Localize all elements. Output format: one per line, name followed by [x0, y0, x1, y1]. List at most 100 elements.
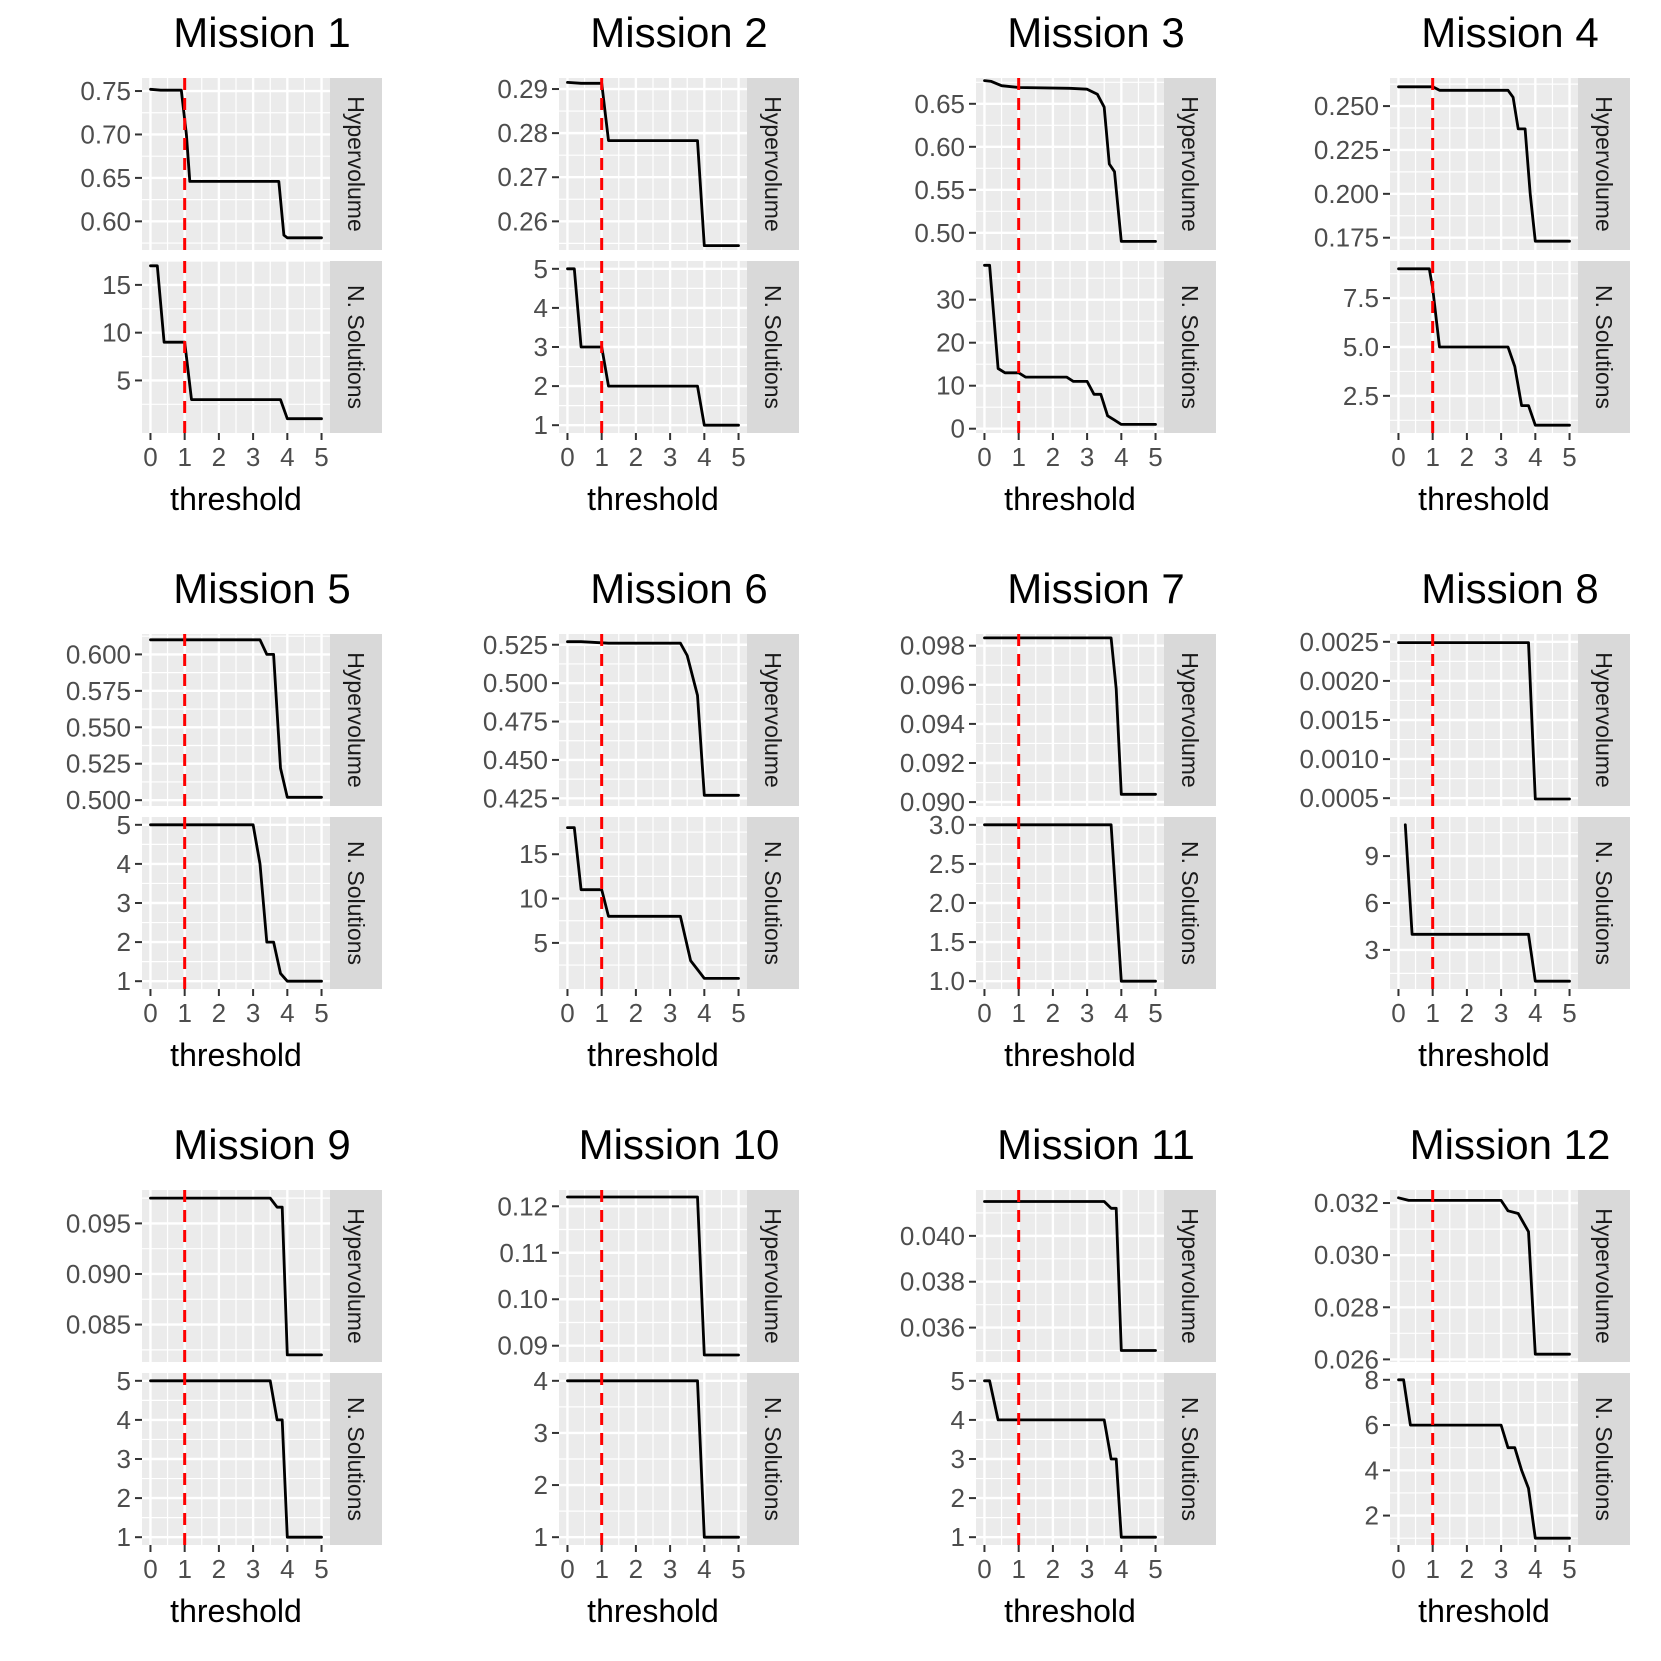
facet-panel-hypervolume: 0.60 0.65 0.70 0.75 Hypervolume [80, 76, 382, 250]
facet-strip-label: Hypervolume [1591, 1208, 1617, 1344]
y-tick-label: 1 [117, 966, 131, 996]
y-tick-label: 0.0025 [1299, 627, 1379, 657]
facet-strip [747, 817, 799, 989]
y-tick-label: 0.0015 [1299, 705, 1379, 735]
y-tick-label: 20 [936, 328, 965, 358]
facet-strip-label: Hypervolume [1591, 96, 1617, 232]
x-tick-label: 0 [1391, 442, 1405, 472]
facet-strip-label: N. Solutions [1591, 285, 1617, 409]
series-line-hypervolume [149, 638, 323, 799]
y-tick-label: 0.500 [483, 668, 548, 698]
series-line-hypervolume [149, 87, 323, 240]
x-tick-label: 4 [697, 1554, 711, 1584]
facet-panel-hypervolume: 0.090 0.092 0.094 0.096 0.098 Hypervolume [900, 631, 1216, 817]
x-axis-title: threshold [170, 1037, 302, 1073]
x-axis-title: threshold [587, 1037, 719, 1073]
y-tick-label: 5 [117, 365, 131, 395]
facet-strip [1578, 634, 1630, 806]
chart-title: Mission 5 [173, 565, 350, 612]
facet-strip [1164, 634, 1216, 806]
facet-panel-hypervolume: 0.085 0.090 0.095 Hypervolume [66, 1190, 382, 1362]
y-tick-label: 6 [1365, 888, 1379, 918]
x-tick-label: 2 [629, 442, 643, 472]
y-tick-label: 15 [519, 839, 548, 869]
chart-title: Mission 7 [1007, 565, 1184, 612]
y-tick-label: 0.096 [900, 670, 965, 700]
x-tick-label: 1 [594, 1554, 608, 1584]
facet-strip [330, 634, 382, 806]
x-tick-label: 1 [594, 442, 608, 472]
x-tick-label: 1 [1011, 1554, 1025, 1584]
y-tick-label: 10 [102, 318, 131, 348]
x-axis-title: threshold [1004, 1593, 1136, 1629]
y-tick-label: 5 [117, 1366, 131, 1396]
facet-strip-label: N. Solutions [1177, 1397, 1203, 1521]
y-tick-label: 0.27 [497, 162, 548, 192]
y-tick-label: 2 [117, 1483, 131, 1513]
facet-strip-label: N. Solutions [343, 841, 369, 965]
series-line-hypervolume [566, 1195, 740, 1357]
y-tick-label: 3 [534, 1418, 548, 1448]
x-tick-label: 3 [246, 998, 260, 1028]
y-tick-label: 5 [534, 254, 548, 284]
y-tick-label: 10 [936, 371, 965, 401]
y-tick-label: 2 [117, 927, 131, 957]
x-tick-label: 3 [1494, 442, 1508, 472]
y-tick-label: 0.036 [900, 1313, 965, 1343]
x-axis-title: threshold [1418, 1593, 1550, 1629]
facet-strip [1164, 78, 1216, 250]
x-axis-title: threshold [170, 1593, 302, 1629]
x-tick-label: 5 [314, 998, 328, 1028]
facet-strip [747, 1190, 799, 1362]
series-line-n-solutions [1397, 1378, 1571, 1540]
x-tick-label: 4 [697, 442, 711, 472]
x-tick-label: 2 [1046, 998, 1060, 1028]
y-tick-label: 3 [1365, 935, 1379, 965]
x-tick-label: 0 [560, 998, 574, 1028]
y-tick-label: 3 [117, 1444, 131, 1474]
y-tick-label: 0.65 [80, 163, 131, 193]
x-tick-label: 5 [1562, 998, 1576, 1028]
x-tick-label: 5 [731, 998, 745, 1028]
y-tick-label: 0.525 [483, 630, 548, 660]
facet-strip-label: N. Solutions [343, 1397, 369, 1521]
facet-strip-label: Hypervolume [1177, 652, 1203, 788]
y-tick-label: 0.450 [483, 745, 548, 775]
facet-strip [330, 1190, 382, 1362]
x-tick-label: 4 [280, 442, 294, 472]
y-tick-label: 0.026 [1314, 1344, 1379, 1374]
y-tick-label: 0.11 [499, 1238, 548, 1268]
facet-strip [1578, 817, 1630, 989]
y-tick-label: 0.12 [497, 1191, 548, 1221]
mission-chart-12: Mission 12 0.026 0.028 0.030 0.032 Hypervolum… [1314, 1121, 1630, 1629]
series-line-n-solutions [1403, 823, 1571, 983]
facet-panel-n-solutions: 2.5 5.0 7.5 N. Solutions 0 1 2 3 4 5 threshold [1343, 261, 1630, 517]
y-tick-label: 1.5 [929, 927, 965, 957]
x-tick-label: 0 [143, 442, 157, 472]
x-tick-label: 1 [177, 998, 191, 1028]
y-tick-label: 1 [951, 1522, 965, 1552]
x-axis-title: threshold [1004, 481, 1136, 517]
facet-strip [1164, 817, 1216, 989]
y-tick-label: 2 [951, 1483, 965, 1513]
facet-strip-label: Hypervolume [1177, 96, 1203, 232]
x-axis-title: threshold [587, 481, 719, 517]
series-line-hypervolume [566, 640, 740, 797]
y-tick-label: 0.250 [1314, 91, 1379, 121]
facet-strip-label: N. Solutions [1177, 841, 1203, 965]
series-line-hypervolume [1397, 1196, 1571, 1356]
y-tick-label: 0.032 [1314, 1188, 1379, 1218]
y-tick-label: 2.5 [929, 849, 965, 879]
x-tick-label: 2 [629, 1554, 643, 1584]
x-tick-label: 0 [1391, 1554, 1405, 1584]
facet-strip [330, 1373, 382, 1545]
x-tick-label: 4 [280, 1554, 294, 1584]
facet-strip-label: N. Solutions [1177, 285, 1203, 409]
facet-strip [747, 634, 799, 806]
x-tick-label: 4 [1528, 1554, 1542, 1584]
